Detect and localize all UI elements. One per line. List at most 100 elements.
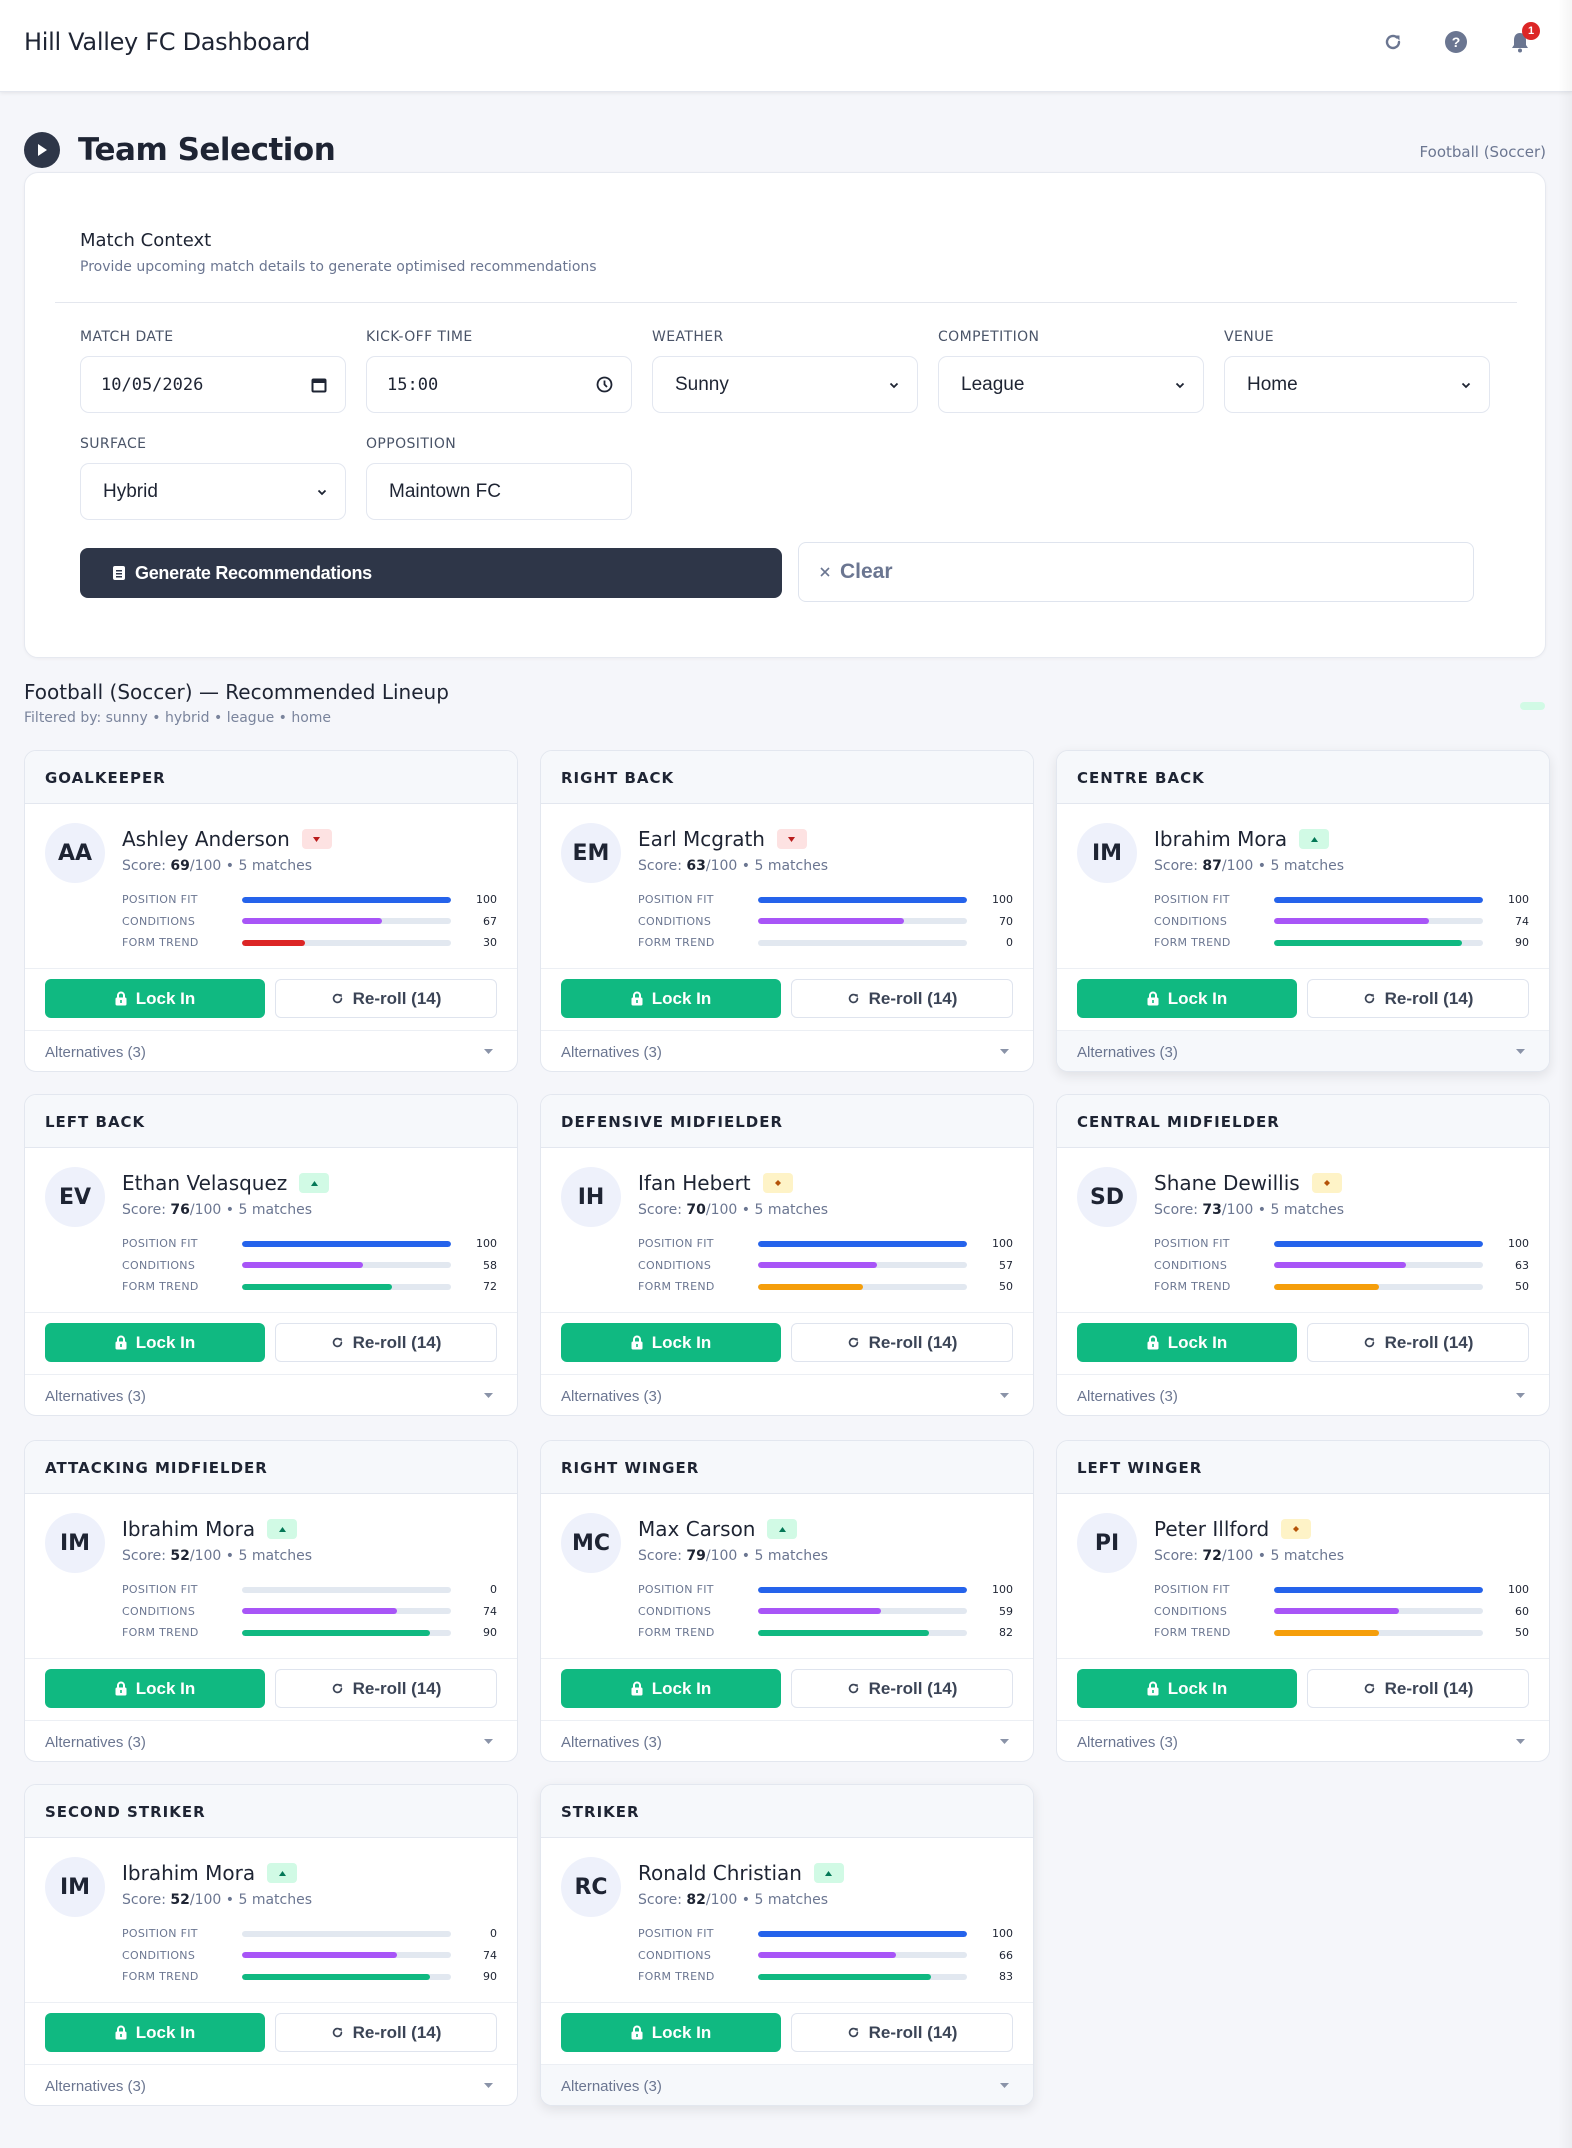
metric-bar [758, 1262, 967, 1269]
surface-select[interactable]: Hybrid [80, 463, 346, 520]
metric-bar [758, 939, 967, 946]
reroll-button[interactable]: Re-roll (14) [275, 979, 497, 1018]
lock-in-button[interactable]: Lock In [561, 1323, 781, 1362]
reroll-button[interactable]: Re-roll (14) [791, 1669, 1013, 1708]
reroll-label: Re-roll (14) [1384, 1678, 1474, 1698]
reroll-button[interactable]: Re-roll (14) [791, 979, 1013, 1018]
opposition-input[interactable]: Maintown FC [366, 463, 632, 520]
trend-badge [767, 1519, 798, 1539]
metric-label: Position Fit [122, 1237, 198, 1251]
alternatives-toggle[interactable]: Alternatives (3) [1057, 1720, 1549, 1761]
player-name-row: Ibrahim Mora [122, 1861, 298, 1885]
kickoff-time-input[interactable]: 15:00 [366, 356, 632, 413]
avatar: IH [561, 1167, 621, 1227]
lock-label: Lock In [651, 2022, 712, 2042]
refresh-icon [848, 1683, 858, 1694]
reroll-button[interactable]: Re-roll (14) [1307, 1323, 1529, 1362]
reroll-button[interactable]: Re-roll (14) [275, 2013, 497, 2052]
player-name: Ibrahim Mora [122, 1517, 256, 1541]
caret-down-icon [1000, 2083, 1009, 2088]
metric-conditions: Conditions 60 [1154, 1601, 1529, 1623]
player-score: Score: 72/100 • 5 matches [1154, 1548, 1345, 1564]
lock-label: Lock In [135, 1678, 196, 1698]
lock-in-button[interactable]: Lock In [1077, 979, 1297, 1018]
alternatives-toggle[interactable]: Alternatives (3) [25, 1720, 517, 1761]
metric-bar [242, 1952, 451, 1959]
trend-up-icon [778, 1526, 786, 1532]
calendar-icon[interactable] [311, 377, 327, 393]
lock-icon [1147, 1335, 1159, 1350]
lock-in-button[interactable]: Lock In [561, 1669, 781, 1708]
match-context-subtitle: Provide upcoming match details to genera… [80, 259, 597, 275]
alternatives-toggle[interactable]: Alternatives (3) [541, 2064, 1033, 2105]
chevron-down-icon [317, 489, 327, 495]
reroll-button[interactable]: Re-roll (14) [1307, 1669, 1529, 1708]
player-name-row: Shane Dewillis [1154, 1171, 1342, 1195]
divider [1057, 1312, 1549, 1313]
trend-badge [301, 829, 332, 849]
lock-in-button[interactable]: Lock In [45, 2013, 265, 2052]
metric-value: 82 [999, 1626, 1013, 1640]
venue-select[interactable]: Home [1224, 356, 1490, 413]
lock-in-button[interactable]: Lock In [45, 979, 265, 1018]
alternatives-toggle[interactable]: Alternatives (3) [541, 1720, 1033, 1761]
position-title: Right Winger [541, 1441, 1033, 1494]
refresh-icon [332, 993, 342, 1004]
help-button[interactable]: ? [1438, 24, 1474, 60]
lock-in-button[interactable]: Lock In [1077, 1669, 1297, 1708]
alternatives-toggle[interactable]: Alternatives (3) [541, 1030, 1033, 1071]
metric-form-trend: Form Trend 90 [122, 1622, 497, 1644]
position-title: Second Striker [25, 1785, 517, 1838]
reroll-label: Re-roll (14) [1384, 1332, 1474, 1352]
alternatives-toggle[interactable]: Alternatives (3) [25, 1030, 517, 1071]
lock-in-button[interactable]: Lock In [561, 979, 781, 1018]
divider [541, 2002, 1033, 2003]
metric-position-fit: Position Fit 100 [122, 889, 497, 911]
metrics: Position Fit 100 Conditions 63 Form Trend 50 [1154, 1233, 1529, 1298]
alternatives-label: Alternatives (3) [1077, 1733, 1178, 1751]
lock-in-button[interactable]: Lock In [1077, 1323, 1297, 1362]
alternatives-toggle[interactable]: Alternatives (3) [1057, 1374, 1549, 1415]
lock-in-button[interactable]: Lock In [45, 1323, 265, 1362]
scrollbar[interactable] [1558, 0, 1572, 2148]
lock-in-button[interactable]: Lock In [561, 2013, 781, 2052]
metric-label: Form Trend [638, 1280, 715, 1294]
player-name: Earl Mcgrath [638, 827, 765, 851]
trend-badge [813, 1863, 844, 1883]
reroll-button[interactable]: Re-roll (14) [791, 2013, 1013, 2052]
weather-select[interactable]: Sunny [652, 356, 918, 413]
refresh-icon [332, 1683, 342, 1694]
document-icon [113, 566, 125, 580]
reroll-button[interactable]: Re-roll (14) [275, 1323, 497, 1362]
notifications-button[interactable]: 1 [1502, 22, 1540, 60]
alternatives-toggle[interactable]: Alternatives (3) [1057, 1030, 1549, 1071]
position-card-left-winger: Left Winger PI Peter Illford Score: 72/1… [1056, 1440, 1550, 1762]
alternatives-toggle[interactable]: Alternatives (3) [25, 2064, 517, 2105]
refresh-button[interactable] [1375, 24, 1411, 60]
generate-recommendations-button[interactable]: Generate Recommendations [80, 548, 782, 598]
trend-badge [299, 1173, 330, 1193]
metric-bar [758, 896, 967, 903]
alternatives-label: Alternatives (3) [1077, 1043, 1178, 1061]
alternatives-toggle[interactable]: Alternatives (3) [25, 1374, 517, 1415]
metric-value: 100 [992, 893, 1013, 907]
lock-icon [1147, 991, 1159, 1006]
metric-bar [242, 1930, 451, 1937]
player-name: Ronald Christian [638, 1861, 802, 1885]
trend-badge [762, 1173, 793, 1193]
divider [25, 968, 517, 969]
caret-down-icon [484, 2083, 493, 2088]
lock-in-button[interactable]: Lock In [45, 1669, 265, 1708]
metric-label: Form Trend [122, 1970, 199, 1984]
competition-select[interactable]: League [938, 356, 1204, 413]
match-date-input[interactable]: 10/05/2026 [80, 356, 346, 413]
clock-icon[interactable] [596, 376, 613, 393]
reroll-label: Re-roll (14) [352, 1332, 442, 1352]
reroll-button[interactable]: Re-roll (14) [791, 1323, 1013, 1362]
reroll-button[interactable]: Re-roll (14) [1307, 979, 1529, 1018]
reroll-button[interactable]: Re-roll (14) [275, 1669, 497, 1708]
metric-bar [758, 1608, 967, 1615]
clear-button[interactable]: Clear [798, 542, 1474, 602]
alternatives-toggle[interactable]: Alternatives (3) [541, 1374, 1033, 1415]
metric-bar [758, 1629, 967, 1636]
